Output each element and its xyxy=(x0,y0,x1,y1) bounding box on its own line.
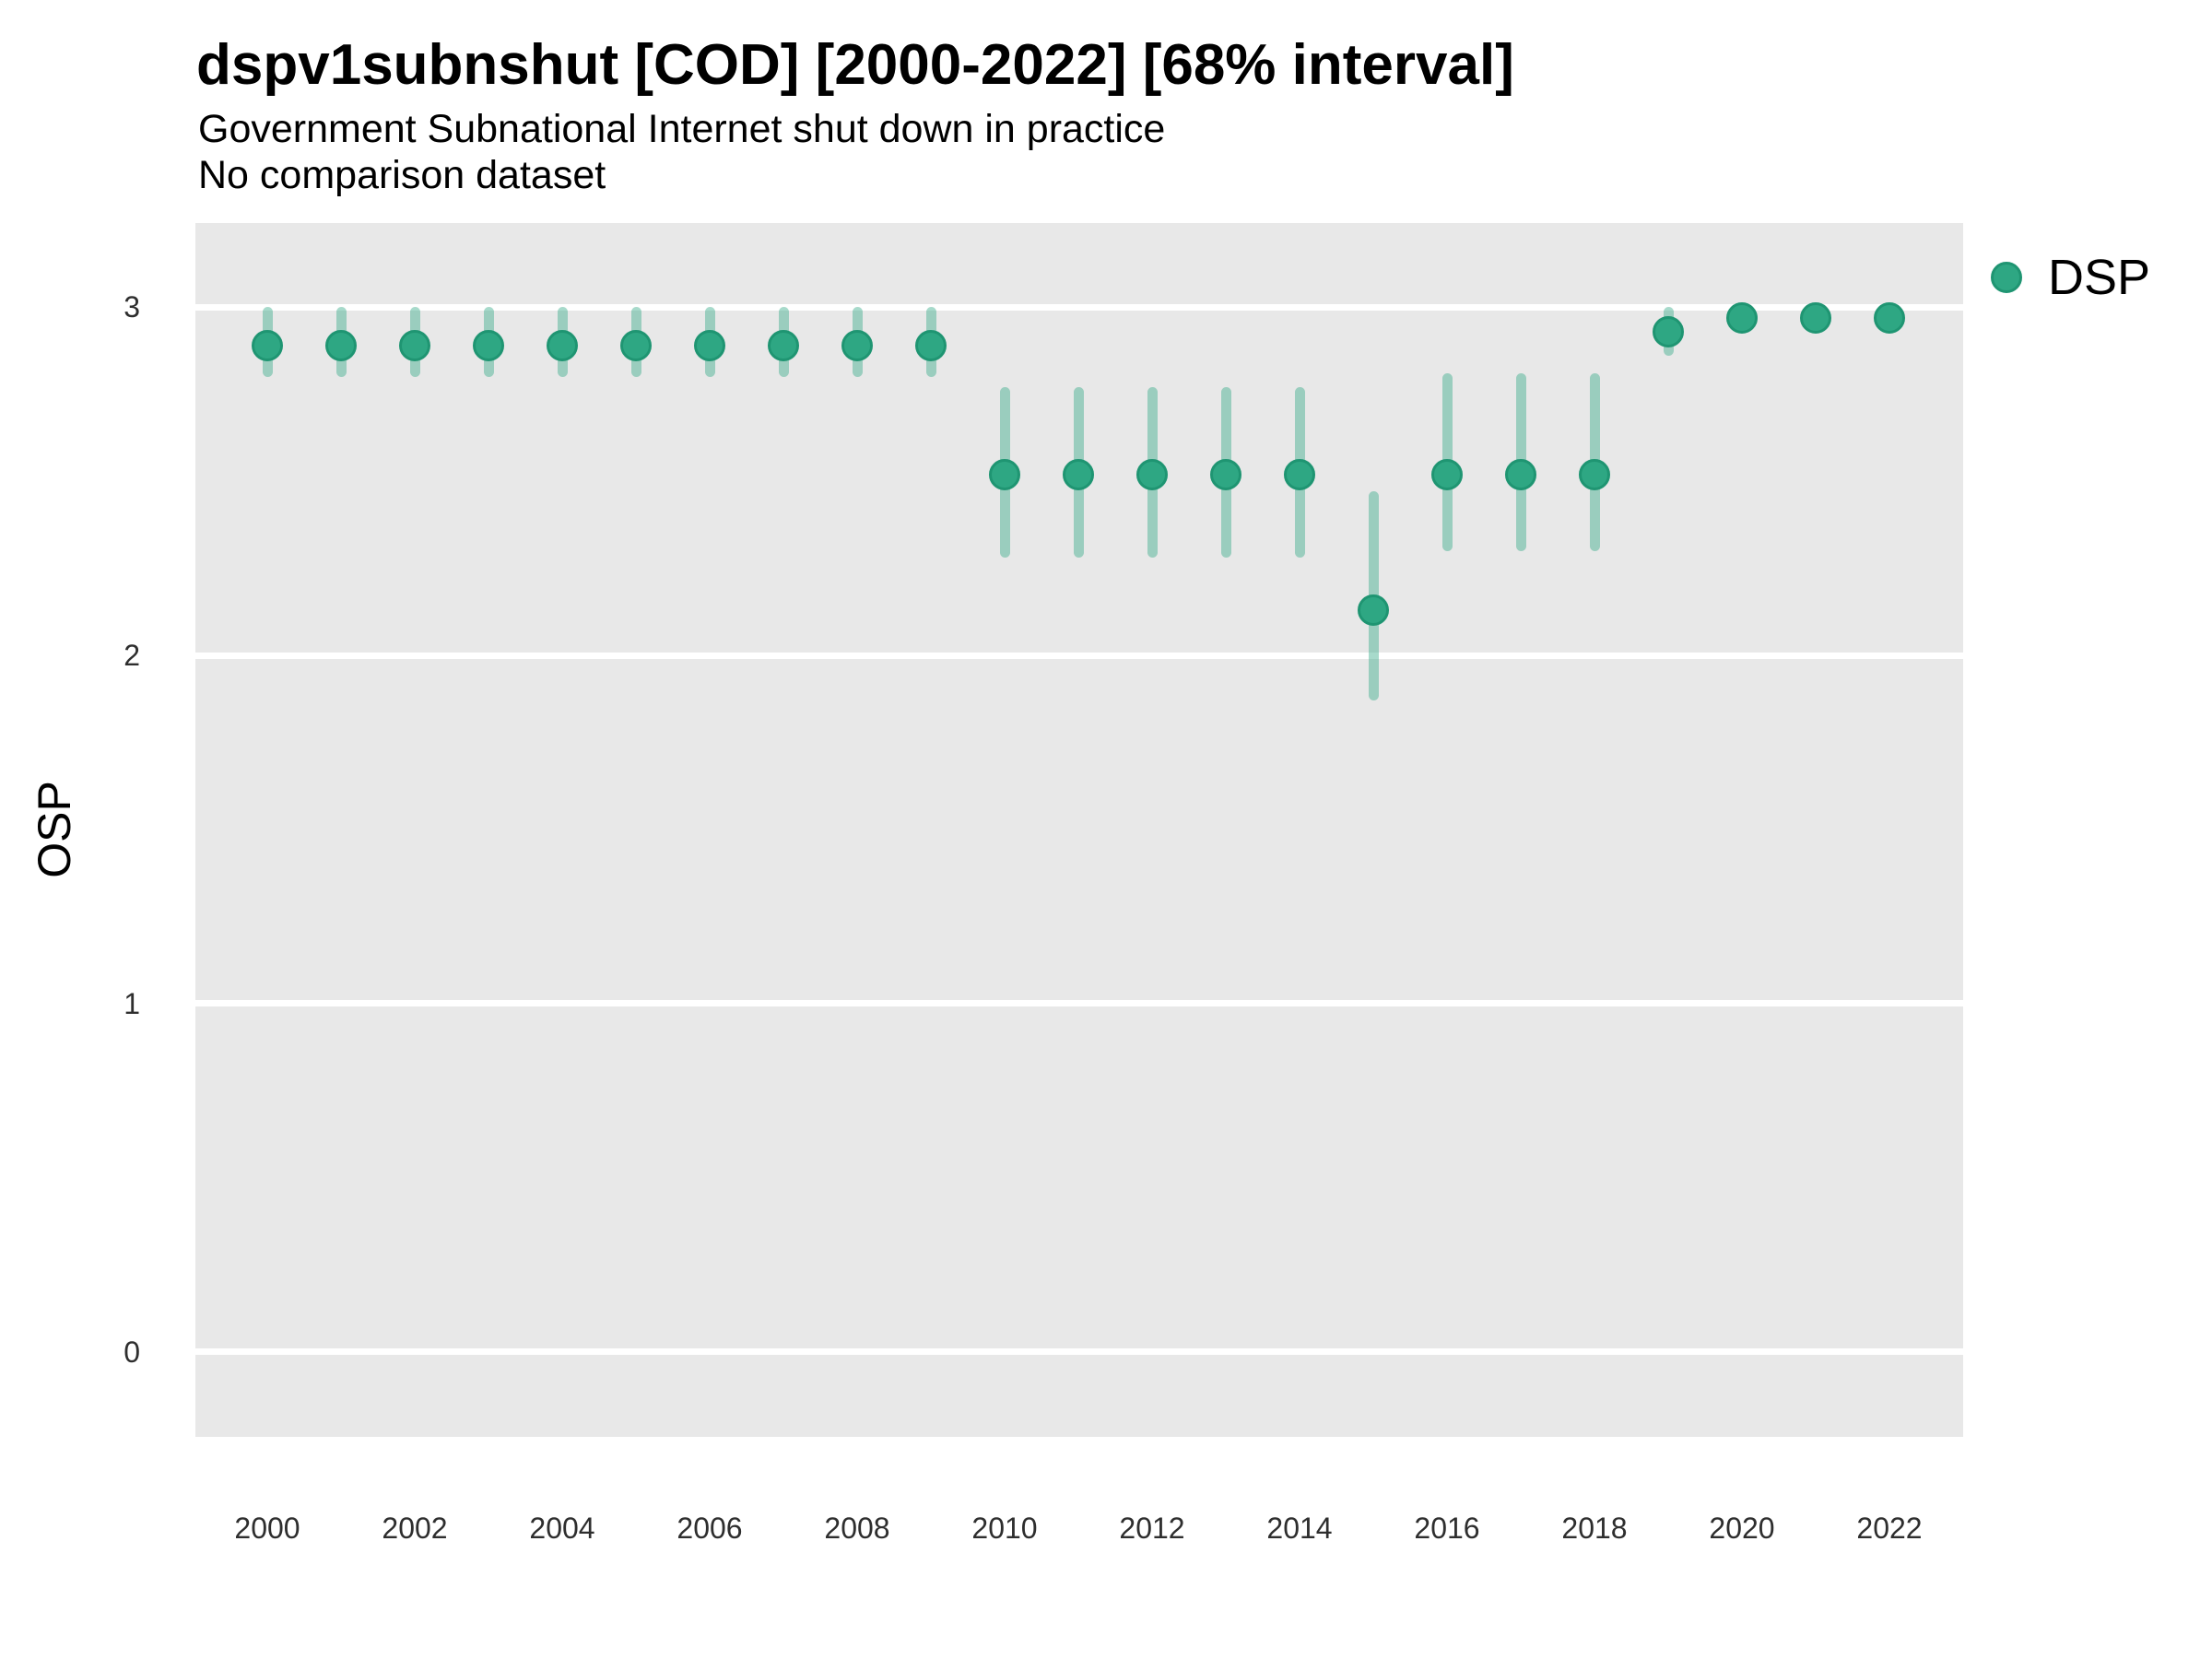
y-tick-1: 1 xyxy=(124,986,140,1020)
gridline-y-3 xyxy=(195,303,1963,311)
plot-panel xyxy=(195,223,1963,1437)
x-tick-2000: 2000 xyxy=(234,1512,300,1545)
point-2010 xyxy=(989,458,1020,490)
x-tick-2012: 2012 xyxy=(1119,1512,1185,1545)
x-tick-2014: 2014 xyxy=(1266,1512,1333,1545)
gridline-y-2 xyxy=(195,652,1963,659)
x-tick-2008: 2008 xyxy=(824,1512,890,1545)
x-tick-2022: 2022 xyxy=(1856,1512,1923,1545)
chart-subtitle: Government Subnational Internet shut dow… xyxy=(198,107,1166,151)
x-tick-2002: 2002 xyxy=(382,1512,448,1545)
point-2020 xyxy=(1726,301,1758,334)
point-2000 xyxy=(252,329,283,361)
point-2004 xyxy=(547,329,578,361)
gridline-y-1 xyxy=(195,1000,1963,1007)
point-2002 xyxy=(399,329,430,361)
point-2022 xyxy=(1874,301,1905,334)
y-tick-2: 2 xyxy=(124,639,140,672)
gridline-y-0 xyxy=(195,1348,1963,1356)
x-tick-2020: 2020 xyxy=(1709,1512,1775,1545)
x-tick-2018: 2018 xyxy=(1561,1512,1628,1545)
y-axis-title: OSP xyxy=(29,781,80,878)
point-2016 xyxy=(1431,458,1463,490)
point-2019 xyxy=(1653,315,1684,347)
point-2013 xyxy=(1210,458,1241,490)
point-2009 xyxy=(915,329,947,361)
legend-label: DSP xyxy=(2048,250,2151,305)
point-2006 xyxy=(694,329,725,361)
legend-circle-icon xyxy=(1991,262,2022,293)
chart-title: dspv1subnshut [COD] [2000-2022] [68% int… xyxy=(196,33,1514,97)
x-tick-2016: 2016 xyxy=(1414,1512,1480,1545)
point-2011 xyxy=(1063,458,1094,490)
point-2003 xyxy=(473,329,504,361)
point-2001 xyxy=(325,329,357,361)
x-tick-2006: 2006 xyxy=(677,1512,743,1545)
legend: DSP xyxy=(1991,250,2151,305)
point-2008 xyxy=(841,329,873,361)
point-2021 xyxy=(1800,301,1831,334)
point-2014 xyxy=(1284,458,1315,490)
x-tick-2004: 2004 xyxy=(529,1512,595,1545)
point-2017 xyxy=(1505,458,1536,490)
point-2018 xyxy=(1579,458,1610,490)
x-tick-2010: 2010 xyxy=(971,1512,1038,1545)
point-2005 xyxy=(620,329,652,361)
point-2012 xyxy=(1136,458,1168,490)
y-tick-0: 0 xyxy=(124,1335,140,1369)
point-2015 xyxy=(1358,594,1389,626)
point-2007 xyxy=(768,329,799,361)
y-tick-3: 3 xyxy=(124,290,140,324)
chart-subtitle-2: No comparison dataset xyxy=(198,153,606,197)
